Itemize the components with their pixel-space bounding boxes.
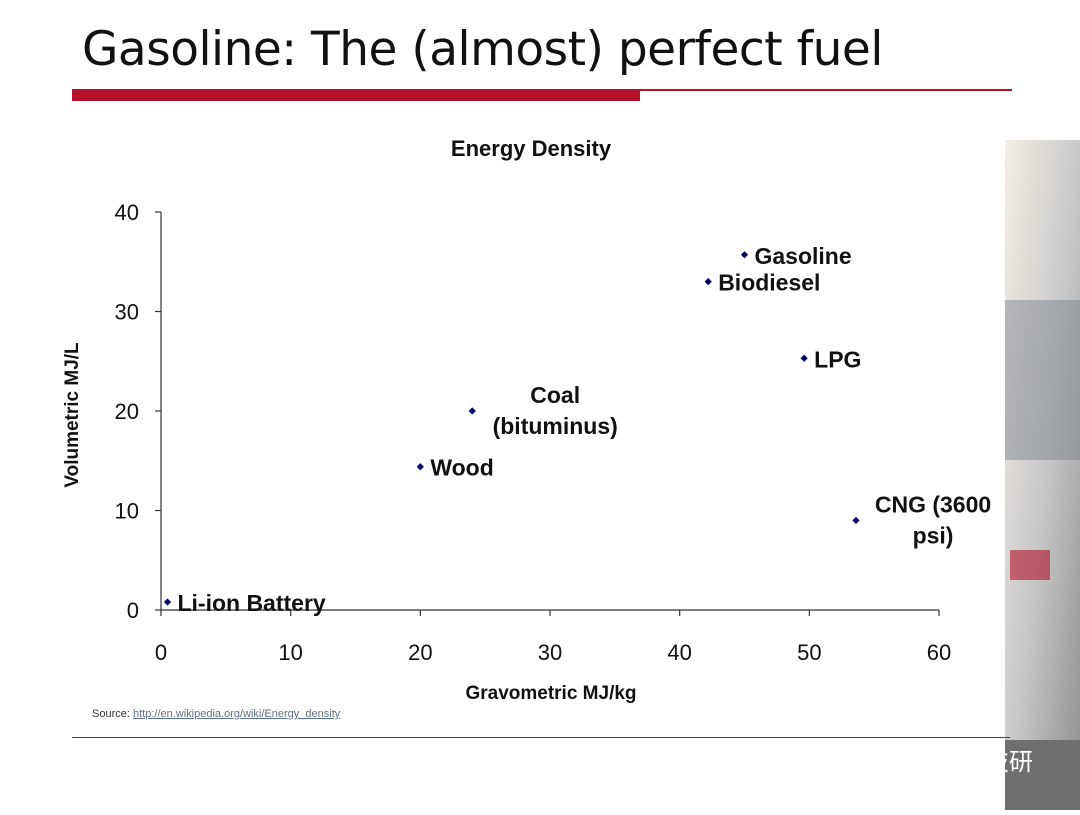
data-point: [852, 516, 860, 525]
data-point: [416, 463, 424, 471]
background-car-photo: [1005, 140, 1080, 810]
data-label: Li-ion Battery: [177, 590, 325, 616]
chart-title: Energy Density: [451, 136, 612, 161]
data-label-line: (bituminus): [493, 413, 618, 439]
source-note: Source: http://en.wikipedia.org/wiki/Ene…: [92, 708, 340, 720]
axes: [155, 211, 940, 616]
title-underline-thin: [640, 89, 1012, 91]
x-tick-label: 60: [927, 640, 951, 665]
data-points: Li-ion Battery Wood Coal (bituminus) Biodies…: [163, 243, 991, 616]
y-tick-label: 40: [115, 200, 139, 225]
watermark: 汽车技研: [893, 742, 1033, 777]
data-point: [704, 278, 712, 286]
tick-labels: 0 10 20 30 40 0 10 20 30 40 50 60: [115, 200, 952, 665]
source-link[interactable]: http://en.wikipedia.org/wiki/Energy_dens…: [132, 708, 341, 720]
title-underline-thick: [72, 89, 640, 101]
y-axis-label: Volumetric MJ/L: [62, 342, 83, 488]
data-label: Coal (bituminus): [493, 382, 618, 439]
x-tick-label: 30: [538, 640, 562, 665]
data-label-line: Wood: [430, 455, 493, 481]
data-label: Gasoline: [755, 243, 852, 269]
wechat-icon: [894, 745, 928, 773]
data-label-line: Coal: [530, 382, 580, 408]
slide-title: Gasoline: The (almost) perfect fuel: [82, 22, 883, 77]
data-label-line: psi): [913, 522, 954, 548]
x-tick-label: 0: [155, 640, 167, 665]
data-label-line: Li-ion Battery: [177, 590, 325, 616]
data-label: Wood: [430, 455, 493, 481]
y-tick-label: 20: [115, 399, 139, 424]
x-tick-label: 10: [278, 640, 302, 665]
y-tick-label: 10: [115, 499, 139, 524]
x-axis-label: Gravometric MJ/kg: [465, 683, 636, 704]
data-point: [740, 251, 749, 259]
source-label: Source:: [92, 708, 130, 720]
data-label: CNG (3600 psi): [875, 491, 991, 548]
watermark-text: 汽车技研: [937, 748, 1033, 776]
y-tick-label: 30: [115, 300, 139, 325]
x-tick-label: 20: [408, 640, 432, 665]
data-point: [800, 354, 808, 362]
data-label-line: CNG (3600: [875, 491, 991, 517]
y-tick-label: 0: [127, 598, 139, 623]
x-tick-label: 50: [797, 640, 821, 665]
data-point: [468, 407, 476, 415]
data-label: Biodiesel: [718, 270, 820, 296]
data-label-line: Biodiesel: [718, 270, 820, 296]
data-label: LPG: [814, 346, 861, 372]
x-tick-label: 40: [667, 640, 691, 665]
data-point: [163, 598, 172, 606]
data-label-line: Gasoline: [755, 243, 852, 269]
footer-rule: [72, 737, 1010, 738]
data-label-line: LPG: [814, 346, 861, 372]
